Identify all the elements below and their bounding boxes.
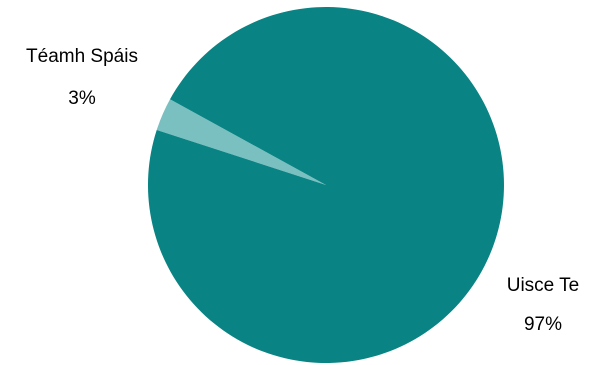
slice-label-uisce-te-name: Uisce Te <box>507 275 580 296</box>
slice-label-uisce-te-value: 97% <box>524 314 562 335</box>
pie-slice-1 <box>147 7 504 364</box>
slice-label-teamh-spais-value: 3% <box>68 88 96 109</box>
slice-label-teamh-spais-name: Téamh Spáis <box>26 46 138 67</box>
pie-slices <box>147 7 504 364</box>
pie-slice-0 <box>156 99 326 185</box>
